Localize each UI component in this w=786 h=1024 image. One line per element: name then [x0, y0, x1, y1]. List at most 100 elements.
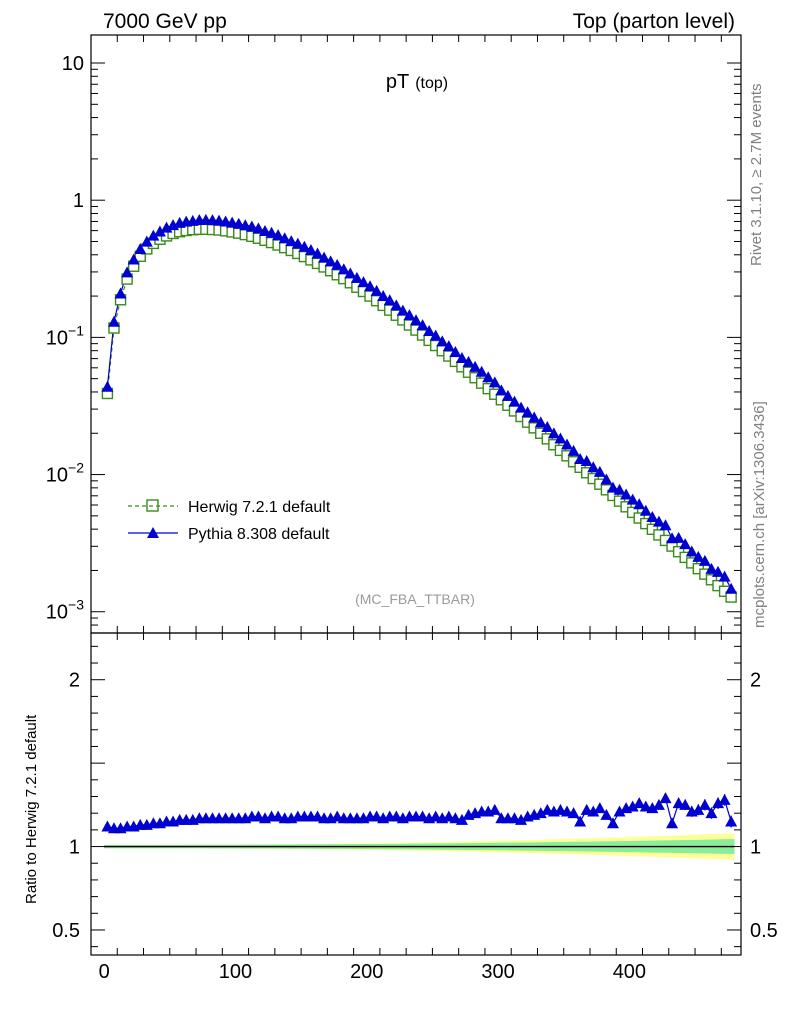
pythia-point: [488, 376, 501, 388]
pythia-ratio-point: [515, 813, 528, 825]
pythia-point: [561, 438, 574, 450]
pythia-ratio-point: [705, 807, 718, 819]
pythia-ratio-point: [600, 808, 613, 820]
pythia-point: [298, 240, 311, 252]
main-ytick-label: 10: [62, 53, 84, 75]
pythia-point: [252, 222, 265, 234]
watermark: (MC_FBA_TTBAR): [355, 591, 475, 607]
pythia-point: [304, 244, 317, 256]
pythia-point: [462, 355, 475, 367]
pythia-point: [698, 554, 711, 566]
pythia-point: [606, 481, 619, 493]
main-ytick-label: 10−1: [46, 322, 84, 349]
pythia-point: [153, 225, 166, 237]
pythia-point: [107, 315, 120, 327]
herwig-point: [581, 467, 593, 479]
main-ytick-label-exp: −3: [68, 597, 84, 613]
pythia-point: [652, 515, 665, 527]
pythia-point: [672, 531, 685, 543]
pythia-point: [692, 550, 705, 562]
pythia-point: [534, 416, 547, 428]
pythia-point: [245, 220, 258, 232]
pythia-point: [101, 380, 114, 392]
legend-label-herwig: Herwig 7.2.1 default: [188, 499, 331, 516]
pythia-point: [370, 284, 383, 296]
legend-marker-pythia: [147, 527, 159, 538]
pythia-ratio-point: [593, 802, 606, 814]
pythia-ratio-point: [712, 797, 725, 809]
ratio-ytick-label-right: 2: [750, 670, 761, 692]
pythia-point: [659, 519, 672, 531]
legend-item-pythia: Pythia 8.308 default: [128, 526, 330, 543]
pythia-point: [587, 461, 600, 473]
pythia-ratio-point: [646, 802, 659, 814]
pythia-point: [515, 401, 528, 413]
pythia-point: [455, 351, 468, 363]
legend-marker-herwig: [146, 499, 159, 512]
pythia-point: [501, 389, 514, 401]
pythia-point: [364, 280, 377, 292]
pythia-point: [147, 229, 160, 241]
herwig-point: [541, 433, 554, 445]
pythia-point: [390, 299, 403, 311]
pythia-point: [258, 224, 271, 236]
pythia-point: [685, 545, 698, 557]
pythia-point: [121, 266, 134, 278]
pythia-point: [679, 538, 692, 550]
header-left: 7000 GeV pp: [103, 10, 227, 33]
main-ytick-label-base: 10: [46, 602, 68, 624]
pythia-point: [567, 444, 580, 456]
main-ytick-label: 10−3: [46, 597, 84, 624]
pythia-point: [442, 340, 455, 352]
pythia-point: [705, 562, 718, 574]
pythia-point: [410, 314, 422, 326]
herwig-point: [686, 557, 698, 569]
pythia-ratio-point: [574, 815, 587, 827]
pythia-point: [344, 267, 357, 279]
herwig-point: [672, 545, 685, 558]
pythia-point: [324, 255, 337, 267]
mcplots-label: mcplots.cern.ch [arXiv:1306.3436]: [751, 401, 768, 628]
plot-title-main: pT: [386, 71, 409, 93]
pythia-point: [541, 421, 554, 433]
rivet-label: Rivet 3.1.10, ≥ 2.7M events: [748, 84, 765, 267]
pythia-ratio-point: [679, 798, 692, 810]
main-ytick-label: 10−2: [46, 460, 84, 487]
pythia-point: [469, 360, 482, 372]
main-ytick-label-exp: −2: [68, 460, 84, 476]
header-right: Top (parton level): [573, 10, 735, 33]
pythia-point: [337, 263, 350, 275]
pythia-point: [350, 271, 363, 283]
pythia-point: [593, 465, 606, 477]
pythia-point: [613, 483, 626, 495]
pythia-ratio-point: [692, 803, 705, 815]
pythia-point: [475, 365, 488, 377]
xtick-label: 0: [99, 961, 110, 983]
ratio-ytick-label-left: 1: [69, 837, 80, 859]
pythia-point: [712, 565, 725, 577]
pythia-point: [449, 346, 462, 358]
pythia-point: [265, 226, 278, 238]
pythia-point: [620, 488, 633, 500]
pythia-ratio-point: [698, 798, 711, 810]
pythia-point: [423, 325, 436, 337]
pythia-point: [318, 251, 331, 263]
pythia-ratio-point: [725, 815, 738, 827]
pythia-point: [140, 235, 153, 247]
pythia-point: [547, 427, 560, 439]
ratio-ytick-label-right: 0.5: [750, 920, 778, 942]
pythia-point: [377, 290, 390, 302]
pythia-point: [396, 304, 409, 316]
pythia-point: [114, 287, 127, 299]
xtick-label: 400: [613, 961, 646, 983]
pythia-point: [331, 258, 344, 270]
pythia-point: [272, 229, 285, 241]
pythia-point: [521, 406, 534, 418]
pythia-ratio-point: [534, 807, 547, 819]
pythia-ratio-point: [606, 817, 619, 829]
main-ytick-label-exp: −1: [68, 322, 84, 338]
ratio-ytick-label-left: 2: [69, 670, 80, 692]
pythia-point: [311, 247, 324, 259]
